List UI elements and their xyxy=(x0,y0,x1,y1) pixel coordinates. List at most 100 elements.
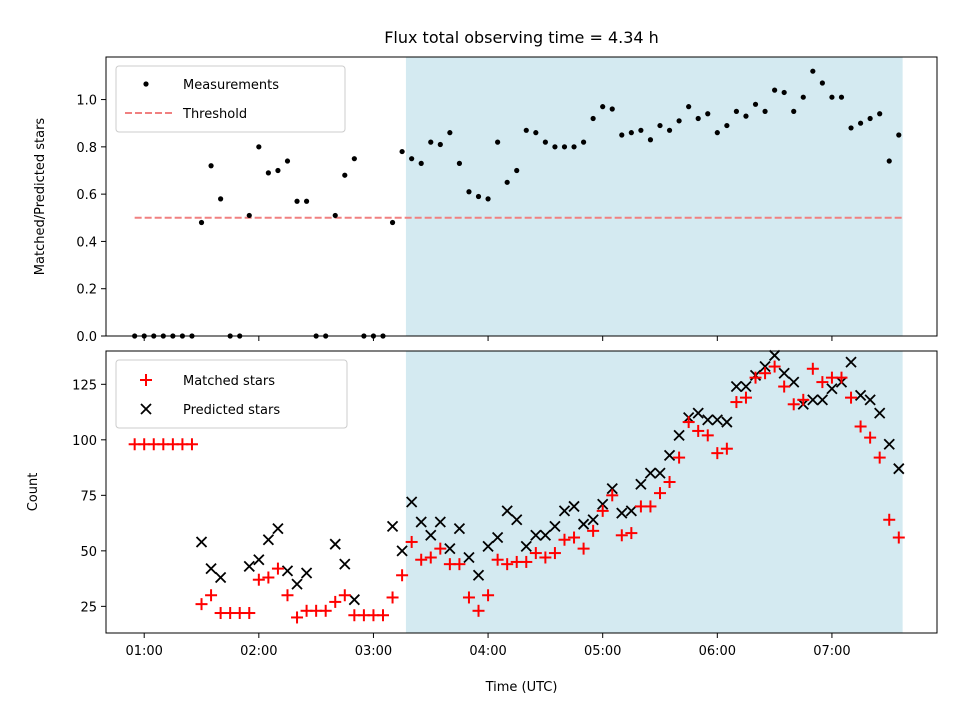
predicted-star-point xyxy=(281,565,294,577)
predicted-star-point xyxy=(520,540,532,553)
matched-star-point xyxy=(501,558,514,571)
predicted-star-point xyxy=(482,540,494,553)
measurement-point xyxy=(485,196,491,202)
predicted-star-point xyxy=(702,414,714,426)
matched-star-point xyxy=(462,591,475,604)
measurement-point xyxy=(686,104,692,110)
measurement-point xyxy=(657,122,663,129)
predicted-star-point xyxy=(291,578,303,590)
x-tick-label: 01:00 xyxy=(125,644,162,659)
measurement-point xyxy=(552,144,558,150)
matched-star-point xyxy=(291,611,304,624)
matched-star-point xyxy=(625,527,638,540)
measurement-point xyxy=(762,108,768,114)
measurement-point xyxy=(676,118,682,124)
matched-star-point xyxy=(472,604,485,617)
bottom-x-axis: 01:00 02:00 03:00 04:00 05:00 06:00 07:00 xyxy=(125,633,851,659)
measurement-point xyxy=(246,212,252,219)
matched-star-point xyxy=(548,547,561,560)
predicted-star-point xyxy=(730,380,743,393)
predicted-star-point xyxy=(893,463,905,475)
matched-star-point xyxy=(864,431,877,444)
bottom-y-tick-label: 75 xyxy=(80,489,97,504)
measurement-point xyxy=(275,167,281,174)
predicted-star-point xyxy=(415,516,427,528)
legend-predicted-marker xyxy=(140,403,152,415)
top-y-tick-label: 0.0 xyxy=(76,330,97,345)
measurement-point xyxy=(695,115,701,122)
matched-star-point xyxy=(654,487,666,500)
measurement-point xyxy=(819,80,825,86)
matched-star-point xyxy=(711,447,724,460)
measurement-point xyxy=(198,219,205,226)
matched-star-point xyxy=(883,513,896,526)
measurement-point xyxy=(590,115,596,122)
measurement-point xyxy=(294,198,300,204)
measurement-point xyxy=(600,104,606,110)
matched-star-point xyxy=(453,558,466,571)
matched-star-point xyxy=(424,551,437,564)
matched-star-point xyxy=(768,360,781,373)
predicted-star-point xyxy=(396,545,408,557)
matched-star-point xyxy=(892,531,905,544)
measurement-point xyxy=(705,111,711,117)
predicted-star-point xyxy=(300,567,313,579)
measurement-point xyxy=(791,108,797,114)
matched-star-point xyxy=(797,393,810,406)
bottom-y-tick-label: 50 xyxy=(80,545,97,560)
measurement-point xyxy=(724,122,730,129)
predicted-star-point xyxy=(463,551,475,564)
x-axis-label: Time (UTC) xyxy=(485,680,558,695)
matched-star-points xyxy=(128,360,905,624)
matched-star-point xyxy=(482,589,495,602)
matched-star-point xyxy=(491,553,504,566)
matched-star-point xyxy=(529,547,542,560)
x-tick-label: 05:00 xyxy=(584,644,621,659)
matched-star-point xyxy=(205,589,218,602)
matched-star-point xyxy=(415,553,428,566)
predicted-star-point xyxy=(673,429,685,442)
matched-star-point xyxy=(615,529,628,542)
x-tick-label: 06:00 xyxy=(699,644,736,659)
predicted-star-point xyxy=(329,538,341,550)
legend-measurements-marker xyxy=(143,81,149,87)
measurement-point xyxy=(523,127,529,133)
measurement-point xyxy=(733,108,740,114)
predicted-star-point xyxy=(816,394,829,406)
matched-star-point xyxy=(319,604,332,617)
predicted-star-point xyxy=(644,467,657,479)
measurement-point xyxy=(504,179,510,185)
predicted-star-point xyxy=(434,516,446,528)
matched-star-point xyxy=(185,438,198,451)
legend-matched-marker xyxy=(140,374,152,386)
measurement-point xyxy=(714,130,720,136)
top-legend: Measurements Threshold xyxy=(115,65,346,133)
matched-star-point xyxy=(816,376,829,389)
predicted-star-point xyxy=(845,356,857,368)
measurement-point xyxy=(514,167,520,174)
predicted-star-point xyxy=(243,560,255,573)
matched-star-point xyxy=(692,424,705,437)
measurement-point xyxy=(886,158,892,164)
predicted-star-point xyxy=(406,496,418,508)
matched-star-point xyxy=(749,371,762,384)
matched-star-point xyxy=(539,551,552,564)
matched-star-point xyxy=(386,591,399,604)
predicted-star-point xyxy=(386,520,399,533)
predicted-star-point xyxy=(740,380,752,393)
measurement-point xyxy=(437,141,443,148)
predicted-star-point xyxy=(826,383,838,395)
top-y-tick-label: 0.6 xyxy=(76,188,97,203)
predicted-star-point xyxy=(262,534,275,546)
matched-star-point xyxy=(682,416,695,429)
predicted-star-point xyxy=(587,514,599,526)
predicted-star-point xyxy=(788,376,800,388)
measurement-point xyxy=(743,113,749,119)
measurement-point xyxy=(638,127,644,133)
matched-star-point xyxy=(262,571,275,584)
matched-star-point xyxy=(558,533,571,546)
chart-title: Flux total observing time = 4.34 h xyxy=(384,28,659,47)
predicted-star-point xyxy=(511,514,523,526)
measurement-point xyxy=(475,193,482,200)
predicted-star-point xyxy=(635,478,647,490)
